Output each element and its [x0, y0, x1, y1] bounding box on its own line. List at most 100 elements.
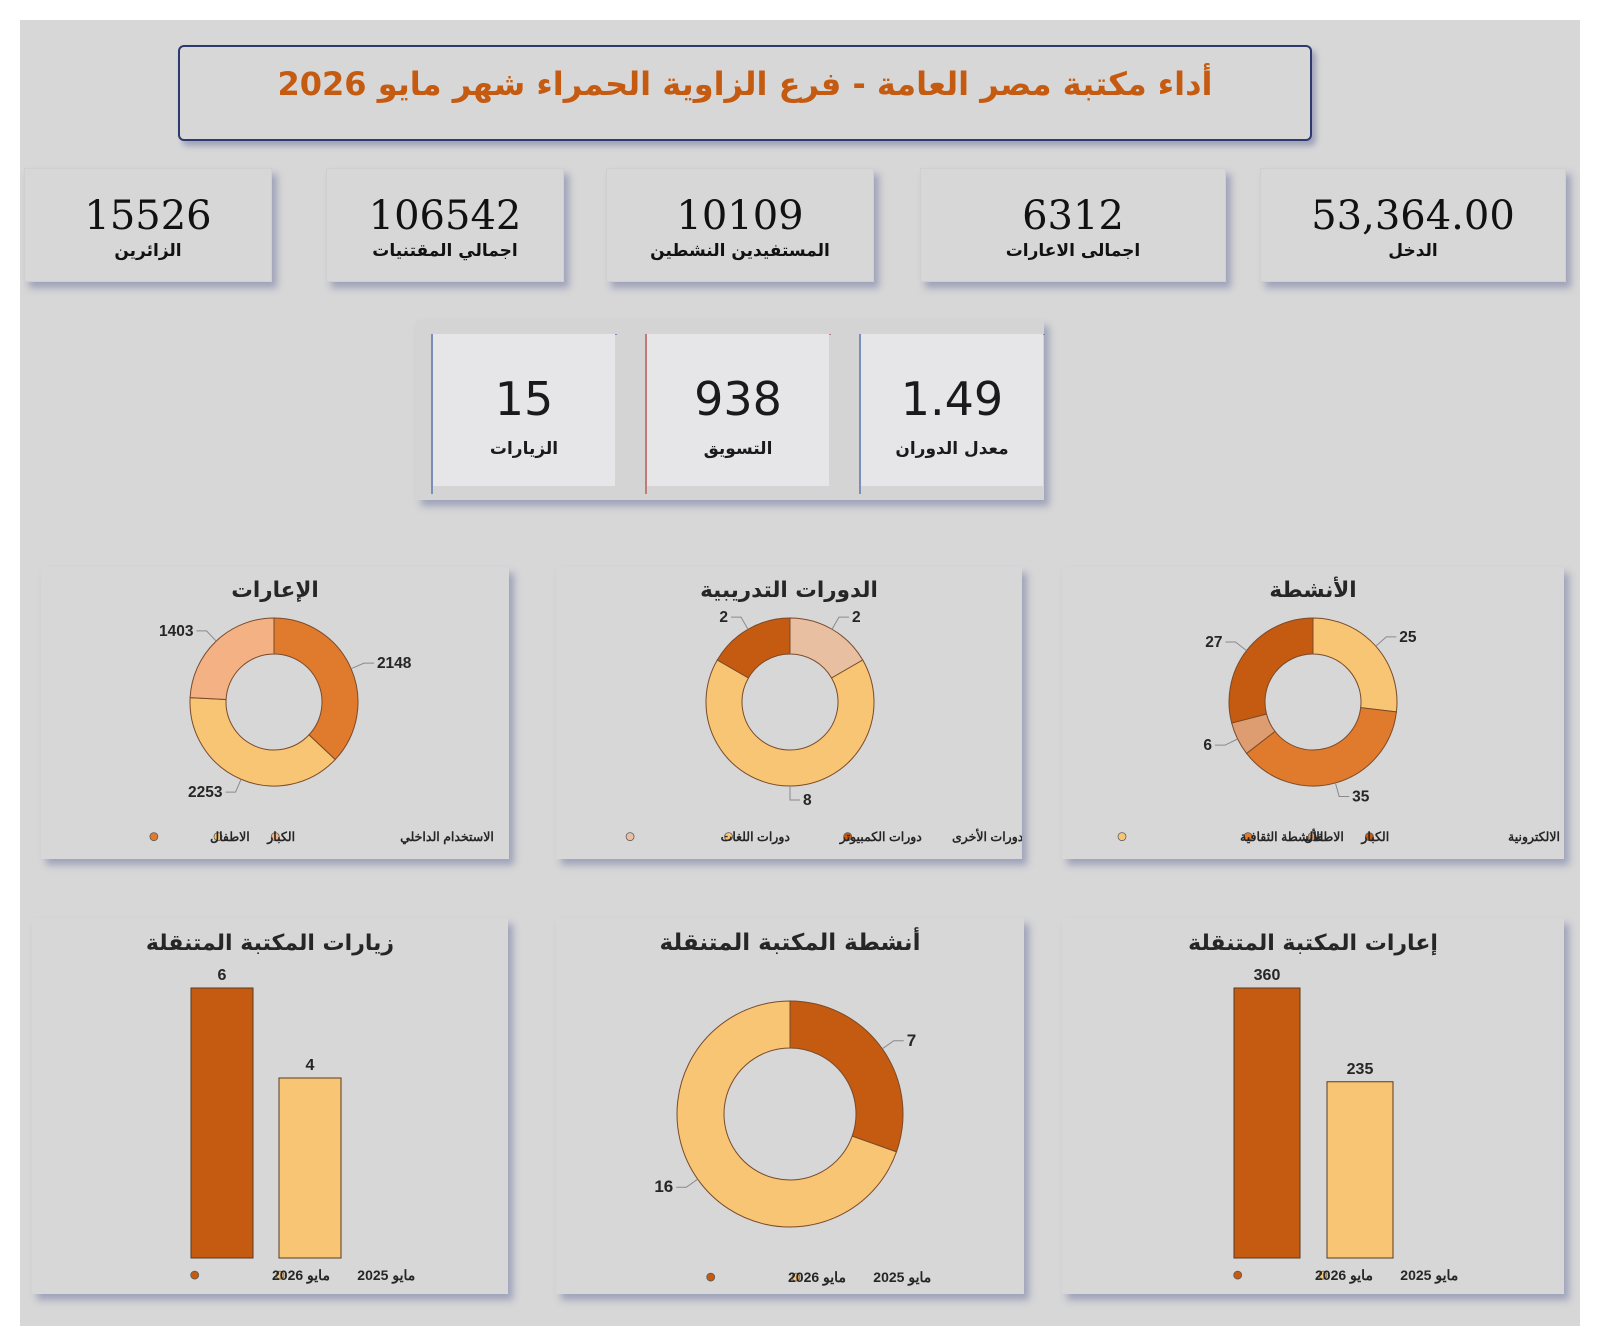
activities-slice-0: [1312, 617, 1398, 713]
activities-data-label-1: 35: [1352, 788, 1370, 805]
activities-leader-0: [1375, 636, 1397, 647]
dashboard-title-box: أداء مكتبة مصر العامة - فرع الزاوية الحم…: [178, 45, 1312, 141]
kpi-total-holdings-value: 106542: [368, 193, 522, 239]
mobile_loans-bar-0: [1233, 987, 1301, 1259]
mobile_activities-leader-0: [882, 1040, 904, 1050]
activities-legend-item-3: الأنشطة الثقافية: [1240, 828, 1323, 844]
mobile_visits-data-label-0: 6: [218, 967, 227, 984]
chart-mobile-activities-panel: أنشطة المكتبة المتنقلة 7 16 مايو 2025 مايو 2…: [556, 918, 1024, 1294]
kpi-visitors: 15526 الزائرين: [24, 168, 272, 282]
mobile_loans-legend-marker-1: [1233, 1270, 1243, 1280]
activities-legend-item-2: الاطفال: [1304, 830, 1344, 844]
loans-legend-item-1: الكبار: [266, 830, 295, 845]
mobile_visits-title: زيارات المكتبة المتنقلة: [146, 931, 394, 956]
loans-leader-0: [350, 662, 374, 670]
mobile_visits-data-label-1: 4: [306, 1057, 315, 1074]
courses-leader-2: [731, 616, 749, 630]
courses-title: الدورات التدريبية: [700, 578, 878, 603]
mobile_visits-legend-marker-1: [190, 1270, 200, 1280]
loans-legend-marker-2: [149, 832, 159, 841]
activities-legend-marker-0: [1365, 832, 1374, 841]
activities-data-label-3: 27: [1205, 634, 1222, 651]
loans-slice-2: [189, 617, 275, 701]
mobile_visits-bar-1: [278, 1077, 342, 1259]
courses-data-label-0: 2: [852, 609, 861, 626]
courses-data-label-2: 2: [719, 609, 728, 626]
dashboard-title: أداء مكتبة مصر العامة - فرع الزاوية الحم…: [277, 65, 1213, 103]
mobile_activities-legend: مايو 2025 مايو 2026: [706, 1269, 931, 1286]
loans-legend-item-2: الاطفال: [210, 830, 250, 844]
kpi-active-members: 10109 المستفيدين النشطين: [606, 168, 874, 282]
kpi-total-loans: 6312 اجمالى الاعارات: [920, 168, 1226, 282]
mobile_visits-legend: مايو 2025 مايو 2026: [190, 1267, 415, 1284]
courses-legend-item-1: دورات الكمبيوتر: [839, 830, 923, 845]
loans-legend-item-0: الاستخدام الداخلي: [400, 830, 494, 845]
courses-legend-item-0: الدورات الأخرى: [952, 828, 1022, 845]
mobile_loans-legend-item-1: مايو 2026: [1315, 1267, 1373, 1284]
activities-leader-1: [1334, 782, 1350, 797]
loans-data-label-2: 1403: [159, 623, 194, 640]
mobile_activities-legend-marker-1: [706, 1272, 716, 1282]
activities-legend-marker-1: [1307, 832, 1317, 841]
kpi-total-loans-value: 6312: [1022, 193, 1124, 239]
mobile_activities-data-label-0: 7: [907, 1031, 916, 1050]
courses-leader-0: [831, 616, 849, 630]
mobile_loans-legend-item-0: مايو 2025: [1400, 1267, 1458, 1284]
kpi-active-members-label: المستفيدين النشطين: [650, 241, 830, 261]
mobile_visits-bar-0: [190, 987, 254, 1259]
mobile_loans-data-label-1: 235: [1347, 1061, 1374, 1078]
activities-leader-3: [1225, 641, 1247, 651]
activities-legend-item-1: الكبار: [1360, 830, 1389, 845]
mobile_activities-legend-item-0: مايو 2025: [873, 1269, 931, 1286]
mobile_activities-legend-marker-0: [791, 1272, 801, 1282]
mobile_activities-slice-1: [676, 1000, 898, 1228]
courses-legend-marker-2: [625, 832, 635, 841]
loans-slice-0: [273, 617, 359, 761]
mobile_loans-title: إعارات المكتبة المتنقلة: [1188, 931, 1438, 956]
loans-leader-2: [196, 630, 217, 642]
kpi-total-holdings-label: اجمالي المقتنيات: [372, 241, 518, 261]
loans-data-label-0: 2148: [377, 655, 412, 672]
loans-leader-1: [225, 779, 242, 793]
card-turnover-rate: 1.49 معدل الدوران: [861, 334, 1043, 486]
courses-legend: الدورات الأخرى دورات الكمبيوتر دورات اللغا…: [625, 828, 1022, 845]
loans-legend: الاستخدام الداخلي الكبار الاطفال: [149, 830, 494, 845]
loans-slice-1: [189, 697, 336, 787]
activities-legend-marker-2: [1243, 832, 1253, 841]
loans-data-label-1: 2253: [188, 784, 223, 801]
mobile_activities-title: أنشطة المكتبة المتنقلة: [660, 926, 921, 956]
chart-svg: الدورات التدريبية 2 8 2 الدورات الأخرى دورات …: [625, 578, 1022, 845]
courses-legend-item-2: دورات اللغات: [721, 830, 791, 845]
courses-slice-2: [716, 617, 791, 679]
kpi-total-loans-label: اجمالى الاعارات: [1005, 241, 1141, 261]
activities-slice-3: [1228, 617, 1314, 724]
courses-leader-1: [789, 786, 800, 801]
mobile_loans-legend: مايو 2025 مايو 2026: [1233, 1267, 1458, 1284]
courses-legend-marker-1: [724, 832, 733, 841]
chart-activities-panel: الأنشطة2535627الانشطة الالكترونيةالكبارا…: [1062, 567, 1564, 859]
loans-legend-marker-1: [213, 832, 223, 841]
mobile_loans-bar-1: [1326, 1081, 1394, 1259]
kpi-income: 53,364.00 الدخل: [1260, 168, 1566, 282]
card-visits: 15 الزيارات: [433, 334, 615, 486]
chart-loans-panel: الإعارات 2148 2253 1403 الاستخدام الداخلي الك…: [41, 567, 509, 859]
activities-data-label-2: 6: [1203, 737, 1212, 754]
card-marketing: 938 التسويق: [647, 334, 829, 486]
kpi-income-label: الدخل: [1388, 241, 1438, 261]
loans-legend-marker-0: [270, 832, 280, 841]
courses-legend-marker-0: [843, 832, 853, 841]
chart-mobile-loans-panel: إعارات المكتبة المتنقلة 360 235 مايو 2025 ما…: [1062, 918, 1564, 1294]
activities-legend-item-0: الانشطة الالكترونية: [1508, 830, 1564, 845]
mobile_visits-legend-item-1: مايو 2026: [272, 1267, 330, 1284]
loans-title: الإعارات: [231, 578, 319, 603]
mobile_activities-leader-1: [676, 1178, 698, 1188]
kpi-total-holdings: 106542 اجمالي المقتنيات: [326, 168, 564, 282]
kpi-income-value: 53,364.00: [1311, 193, 1515, 239]
mobile_visits-legend-item-0: مايو 2025: [357, 1267, 415, 1284]
card-visits-label: الزيارات: [489, 439, 559, 459]
card-turnover-rate-label: معدل الدوران: [895, 439, 1009, 459]
activities-slice-1: [1245, 707, 1397, 787]
card-marketing-label: التسويق: [703, 439, 773, 459]
